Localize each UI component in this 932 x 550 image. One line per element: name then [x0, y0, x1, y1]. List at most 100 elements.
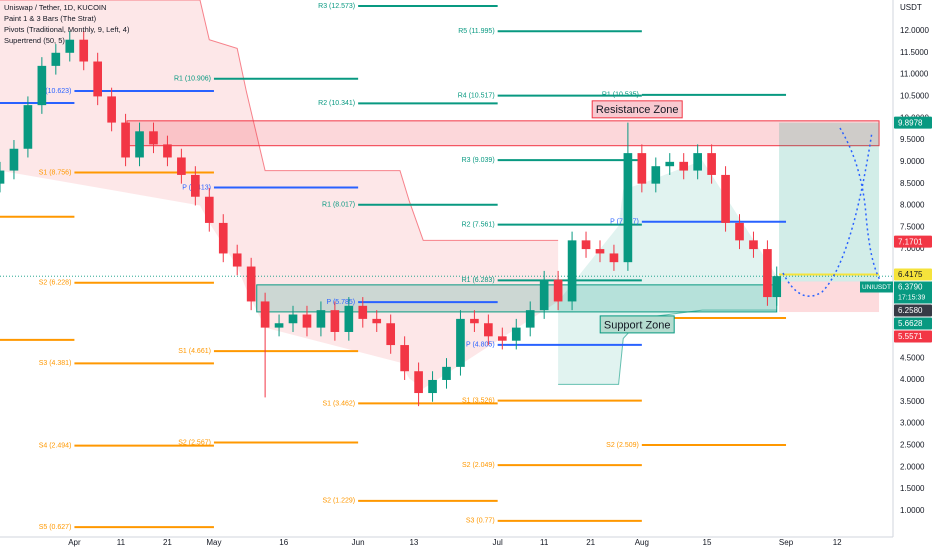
- candle-body: [707, 153, 716, 175]
- pivot-label: S2 (2.049): [462, 462, 495, 469]
- candle-body: [470, 318, 479, 324]
- pivot-label: S4 (2.494): [39, 442, 72, 449]
- price-tag: [894, 116, 932, 129]
- y-tick-label: 11.0000: [900, 70, 929, 79]
- price-tag-label: 9.8978: [898, 118, 923, 127]
- candle-body: [79, 39, 89, 62]
- candle-body: [121, 122, 130, 158]
- x-tick-label: 21: [163, 538, 172, 547]
- candle-body: [135, 131, 144, 158]
- candle-body: [163, 144, 172, 158]
- candle-body: [637, 153, 647, 184]
- candle-body: [65, 39, 75, 53]
- pivot-label: S3 (4.381): [39, 360, 72, 367]
- y-tick-label: 10.5000: [900, 92, 929, 101]
- candle-body: [177, 157, 186, 175]
- x-tick-label: Jun: [352, 538, 365, 547]
- candle-body: [9, 148, 19, 171]
- candle-body: [93, 61, 102, 97]
- pivot-label: S2 (6.228): [39, 280, 72, 287]
- candle-body: [51, 52, 61, 66]
- candle-body: [679, 161, 689, 171]
- candle-body: [553, 279, 563, 302]
- candle-body: [442, 366, 451, 380]
- candle-body: [288, 314, 298, 324]
- price-tag: [894, 317, 932, 330]
- pivot-label: P (5.785): [326, 299, 355, 306]
- legend-item: Uniswap / Tether, 1D, KUCOIN: [4, 3, 106, 12]
- x-tick-label: Aug: [635, 538, 649, 547]
- pivot-label: S2 (2.509): [606, 442, 639, 449]
- price-tag: [894, 235, 932, 248]
- candle-body: [316, 310, 326, 328]
- currency: USDT: [900, 3, 922, 12]
- candle-body: [497, 336, 507, 341]
- pivot-label: S3 (0.77): [466, 518, 495, 525]
- pivot-label: R3 (9.039): [462, 157, 495, 164]
- candle-body: [246, 266, 256, 302]
- candle-body: [302, 314, 312, 328]
- current-price-label: 6.3790: [898, 283, 923, 292]
- pivot-label: S5 (0.627): [39, 524, 72, 531]
- candle-body: [414, 371, 423, 394]
- x-tick-label: 11: [117, 538, 126, 547]
- candle-body: [721, 174, 730, 223]
- x-tick-label: Apr: [68, 538, 81, 547]
- candle-body: [344, 305, 354, 332]
- price-tag: [894, 330, 932, 343]
- pivot-label: S1 (8.756): [39, 169, 72, 176]
- candle-body: [372, 318, 382, 324]
- y-tick-label: 9.5000: [900, 135, 925, 144]
- x-tick-label: 16: [279, 538, 288, 547]
- candle-body: [0, 170, 5, 184]
- pivot-label: R1 (10.906): [174, 76, 211, 83]
- pivot-label: R1 (6.283): [462, 277, 495, 284]
- y-tick-label: 11.5000: [900, 48, 929, 57]
- supertrend-line: [0, 0, 559, 241]
- candle-body: [456, 318, 465, 367]
- y-tick-label: 2.5000: [900, 441, 925, 450]
- y-tick-label: 7.0000: [900, 244, 925, 253]
- zone-label: Support Zone: [604, 319, 671, 331]
- candle-body: [595, 249, 605, 254]
- y-tick-label: 8.5000: [900, 179, 925, 188]
- pivot-label: P (10.623): [39, 88, 72, 95]
- price-tag-label: 6.4175: [898, 270, 923, 279]
- candle-body: [525, 310, 535, 328]
- candle-body: [772, 276, 782, 298]
- candle-body: [400, 345, 409, 372]
- pivot-label: R2 (7.561): [462, 221, 495, 228]
- legend-item: Paint 1 & 3 Bars (The Strat): [4, 14, 97, 23]
- x-tick-label: 12: [833, 538, 842, 547]
- current-price-tag: [894, 281, 932, 304]
- candle-body: [204, 196, 214, 223]
- price-tag-label: 5.6628: [898, 319, 923, 328]
- y-tick-label: 3.5000: [900, 397, 925, 406]
- candle-body: [274, 323, 284, 328]
- y-tick-label: 1.5000: [900, 484, 925, 493]
- x-tick-label: 21: [586, 538, 595, 547]
- pivot-label: R1 (8.017): [322, 202, 355, 209]
- pivot-label: S2 (2.567): [178, 439, 211, 446]
- y-tick-label: 1.0000: [900, 506, 925, 515]
- zone-label-box: [591, 100, 683, 119]
- candle-body: [232, 253, 242, 267]
- candle-body: [609, 253, 619, 263]
- candle-body: [428, 379, 437, 394]
- legend-item: Supertrend (50, 5): [4, 36, 65, 45]
- candle-body: [693, 153, 702, 171]
- x-tick-label: 11: [540, 538, 549, 547]
- candle-body: [23, 105, 33, 149]
- price-tag-label: 5.5571: [898, 332, 923, 341]
- y-tick-label: 8.0000: [900, 201, 925, 210]
- x-tick-label: Sep: [779, 538, 794, 547]
- candle-body: [567, 240, 577, 302]
- y-tick-label: 3.0000: [900, 419, 925, 428]
- pivot-label: P (4.805): [466, 342, 495, 349]
- candle-body: [581, 240, 591, 250]
- candle-body: [37, 65, 47, 106]
- symbol-tag-label: UNIUSDT: [862, 284, 891, 291]
- y-tick-label: 2.0000: [900, 462, 925, 471]
- price-tag: [894, 304, 932, 317]
